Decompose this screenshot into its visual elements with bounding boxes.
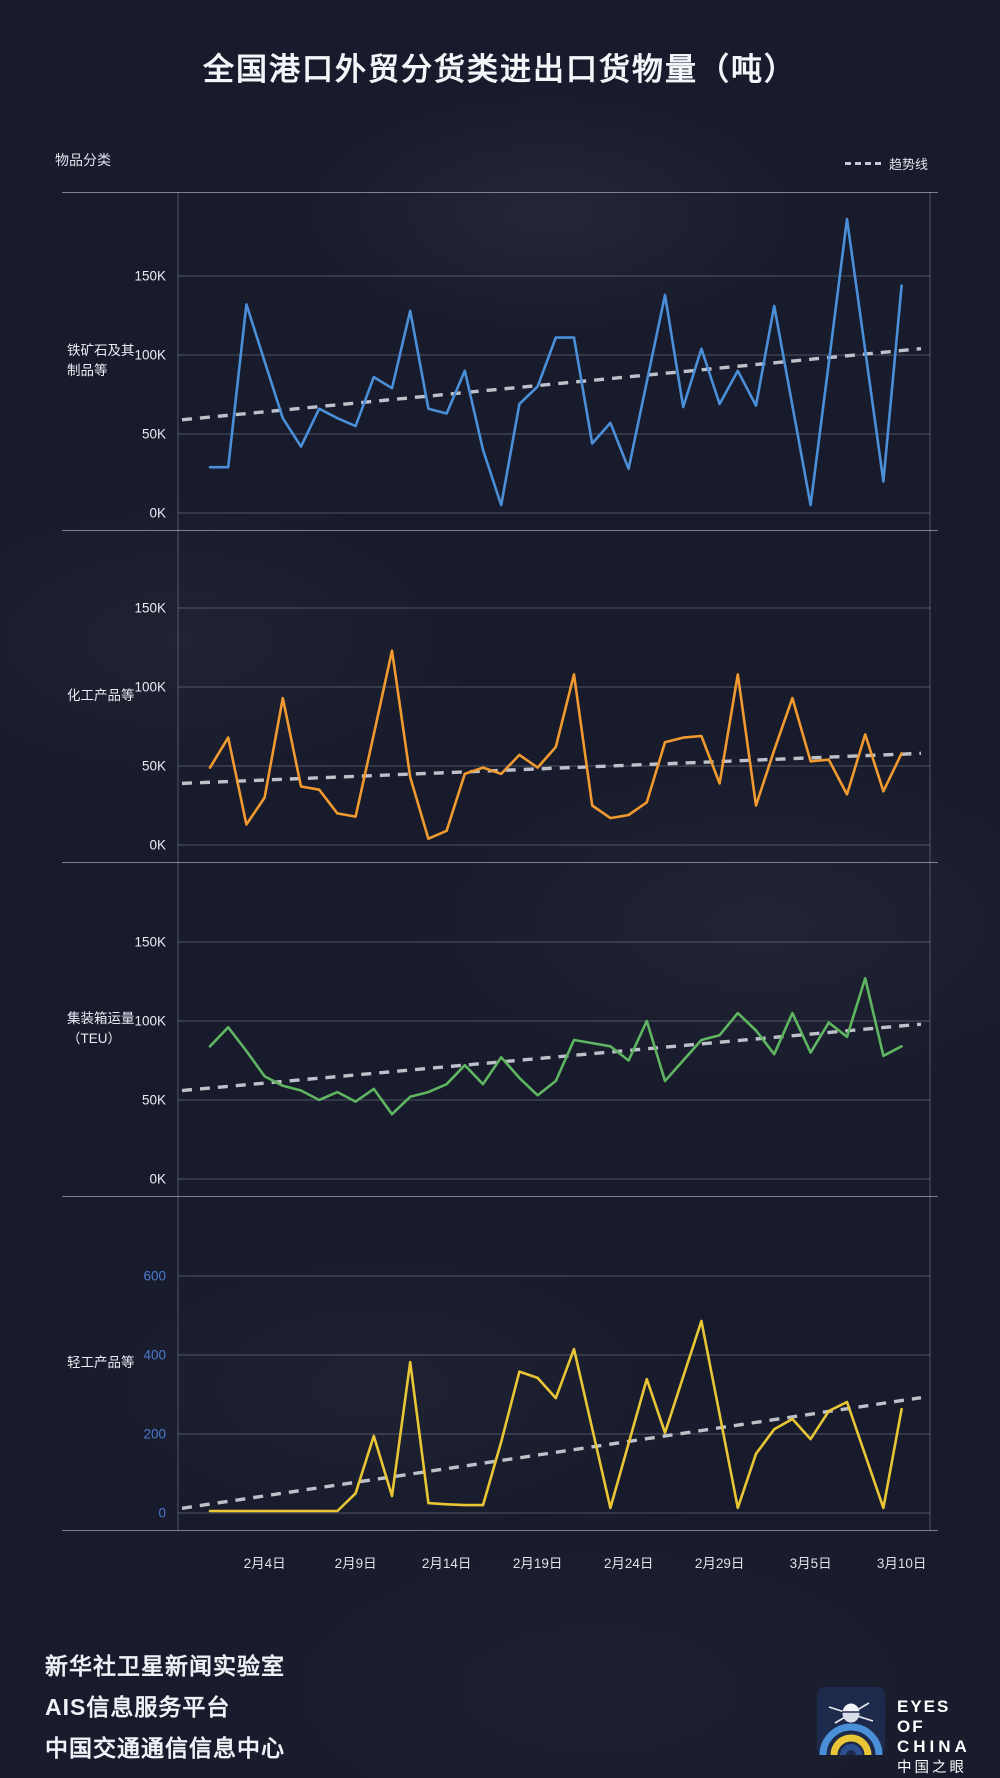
y-tick-3-50K: 50K: [141, 1092, 166, 1108]
x-tick-2月14日: 2月14日: [421, 1556, 472, 1571]
x-tick-3月5日: 3月5日: [789, 1556, 832, 1571]
y-tick-4-400: 400: [143, 1347, 166, 1363]
y-tick-1-150K: 150K: [134, 268, 166, 284]
chart-plot-3: [177, 862, 931, 1196]
trend-line-4: [181, 1395, 922, 1510]
chart-panel-1: 铁矿石及其 制品等 150K 100K 50K 0K: [0, 192, 1000, 530]
y-tick-2-50K: 50K: [141, 758, 166, 774]
trendline-legend-label: 趋势线: [888, 157, 928, 172]
y-tick-1-0K: 0K: [149, 505, 166, 521]
series-line-3: [208, 977, 903, 1116]
category-axis-title: 物品分类: [55, 152, 111, 168]
chart-panel-2: 化工产品等 150K 100K 50K 0K: [0, 530, 1000, 862]
panel-separator-3: [62, 1196, 938, 1197]
y-tick-3-100K: 100K: [134, 1013, 166, 1029]
chart-plot-4: [177, 1196, 931, 1530]
y-tick-3-0K: 0K: [149, 1171, 166, 1187]
footer-credits: 新华社卫星新闻实验室 AIS信息服务平台 中国交通通信信息中心: [45, 1646, 285, 1769]
footer-line-3: 中国交通通信信息中心: [45, 1735, 285, 1761]
y-tick-3-150K: 150K: [134, 934, 166, 950]
footer-line-1: 新华社卫星新闻实验室: [45, 1653, 285, 1679]
x-tick-2月24日: 2月24日: [603, 1556, 654, 1571]
logo-line-eyes-of: EYES OF: [897, 1697, 951, 1736]
trend-line-1: [181, 346, 922, 422]
chart-panel-3: 集装箱运量 （TEU） 150K 100K 50K 0K: [0, 862, 1000, 1196]
panel-separator-4: [62, 1530, 938, 1531]
y-tick-2-0K: 0K: [149, 837, 166, 853]
logo-line-chinese: 中国之眼: [897, 1760, 967, 1776]
x-tick-2月19日: 2月19日: [512, 1556, 563, 1571]
series-line-2: [208, 649, 903, 841]
y-tick-2-100K: 100K: [134, 679, 166, 695]
footer-line-2: AIS信息服务平台: [45, 1694, 231, 1720]
trend-line-3: [181, 1022, 922, 1093]
chart-panel-4: 轻工产品等 600 400 200 0: [0, 1196, 1000, 1530]
y-tick-1-100K: 100K: [134, 347, 166, 363]
x-tick-2月9日: 2月9日: [334, 1556, 377, 1571]
category-label-2: 化工产品等: [67, 688, 135, 703]
category-label-1: 铁矿石及其 制品等: [67, 343, 135, 378]
series-line-4: [208, 1319, 903, 1513]
x-tick-2月29日: 2月29日: [694, 1556, 745, 1571]
panel-separator-0: [62, 192, 938, 193]
chart-plot-2: [177, 530, 931, 862]
eyes-of-china-logo: EYES OF CHINA 中国之眼: [817, 1687, 967, 1776]
y-tick-2-150K: 150K: [134, 600, 166, 616]
x-tick-3月10日: 3月10日: [876, 1556, 927, 1571]
logo-text: EYES OF CHINA 中国之眼: [897, 1697, 971, 1778]
panel-separator-2: [62, 862, 938, 863]
y-tick-1-50K: 50K: [141, 426, 166, 442]
trendline-dash-icon: [844, 162, 881, 165]
y-tick-4-600: 600: [143, 1268, 166, 1284]
logo-line-china: CHINA: [897, 1737, 971, 1756]
trend-line-2: [181, 751, 922, 786]
series-line-1: [208, 217, 903, 507]
y-tick-4-0: 0: [158, 1505, 166, 1521]
satellite-logo-icon: [817, 1687, 885, 1755]
panel-separator-1: [62, 530, 938, 531]
category-label-4: 轻工产品等: [67, 1355, 135, 1370]
page-title: 全国港口外贸分货类进出口货物量（吨）: [203, 52, 797, 87]
x-tick-2月4日: 2月4日: [243, 1556, 286, 1571]
y-tick-4-200: 200: [143, 1426, 166, 1442]
category-label-3: 集装箱运量 （TEU）: [67, 1011, 135, 1046]
trendline-legend: 趋势线: [844, 154, 928, 173]
chart-plot-1: [177, 192, 931, 530]
